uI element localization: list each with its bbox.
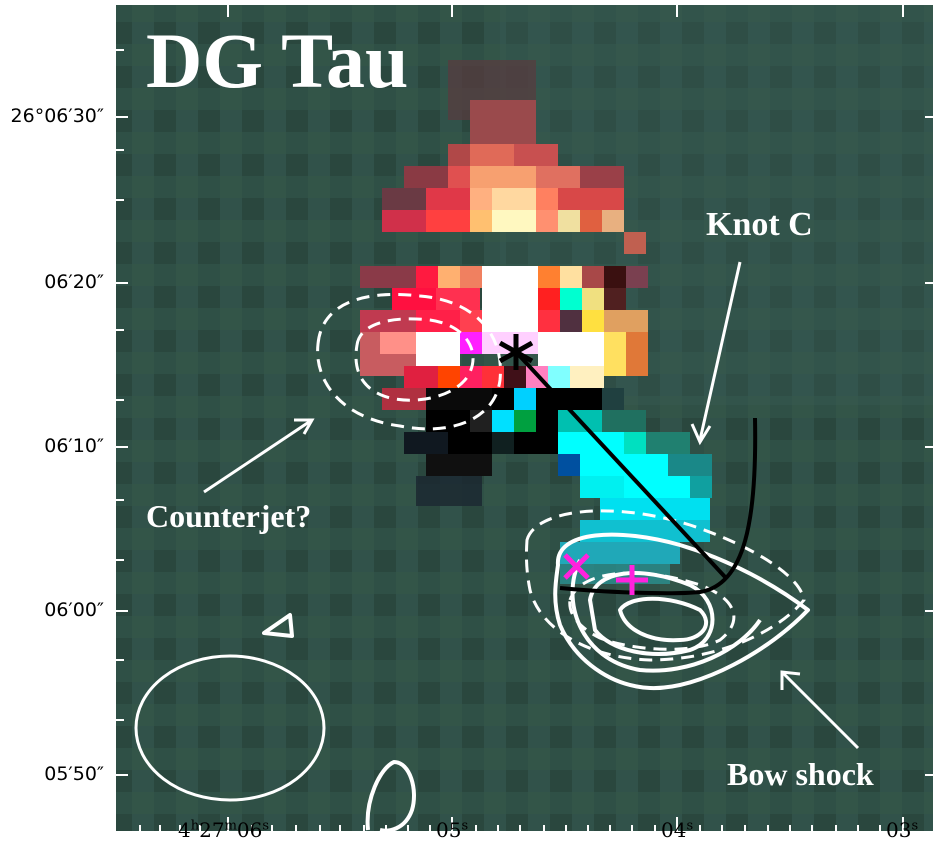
emission-region-cyan — [404, 388, 712, 584]
y-tick-label: 06′00″ — [44, 599, 104, 621]
contours-dashed — [316, 292, 806, 662]
image-area — [116, 5, 933, 831]
x-tick-label: 4h27m06s — [178, 818, 270, 842]
y-tick-label: 26°06′30″ — [10, 105, 104, 127]
object-title: DG Tau — [146, 17, 409, 104]
bow-shock-label: Bow shock — [727, 756, 874, 792]
y-tick-label: 06′20″ — [44, 271, 104, 293]
knot-c-label: Knot C — [706, 206, 813, 243]
asterisk-icon — [498, 334, 534, 370]
counterjet-label: Counterjet? — [146, 498, 312, 534]
x-cross-icon — [563, 553, 590, 580]
x-tick-label: 03s — [886, 818, 919, 842]
x-tick-label: 04s — [661, 818, 694, 842]
annotation-arrows — [203, 261, 860, 750]
plus-icon — [616, 565, 648, 595]
beam-ellipse — [134, 654, 326, 802]
axis-ticks — [116, 5, 933, 831]
y-tick-label: 05′50″ — [44, 763, 104, 785]
jet-line — [514, 350, 758, 596]
y-tick-label: 06′10″ — [44, 435, 104, 457]
emission-region-red — [360, 60, 648, 410]
x-tick-label: 05s — [436, 818, 469, 842]
